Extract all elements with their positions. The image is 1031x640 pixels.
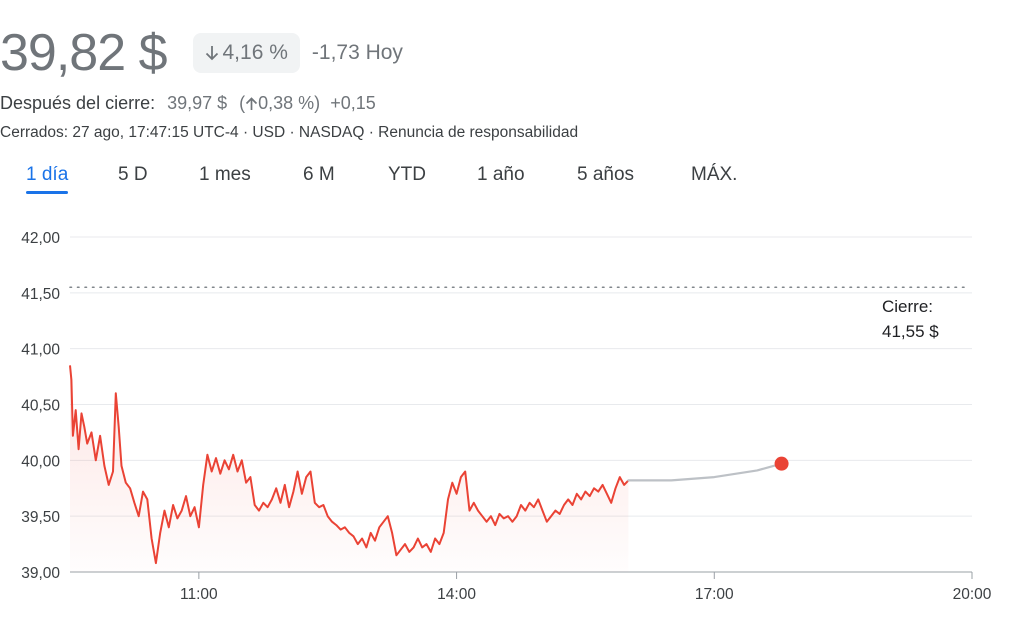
market-status: Cerrados: 27 ago, 17:47:15 UTC-4 · USD ·… (0, 124, 579, 141)
after-hours-row: Después del cierre: 39,97 $ ( 0,38 %) +0… (0, 93, 376, 114)
range-tabs: 1 día 5 D 1 mes 6 M YTD 1 año 5 años MÁX… (0, 164, 1031, 200)
quote-header: 39,82 $ 4,16 % -1,73 Hoy (0, 22, 403, 84)
series-line (69, 365, 630, 565)
tab-1-dia[interactable]: 1 día (26, 164, 69, 185)
tab-6-m[interactable]: 6 M (303, 164, 335, 185)
y-tick-label: 40,00 (21, 453, 60, 470)
after-hours-point (774, 456, 789, 471)
previous-close-value: 41,55 $ (882, 322, 939, 341)
after-hours-price: 39,97 $ (167, 93, 228, 113)
current-price: 39,82 $ (0, 24, 167, 82)
previous-close-title: Cierre: (882, 297, 934, 316)
y-tick-label: 42,00 (21, 230, 60, 247)
arrow-up-icon (246, 96, 258, 110)
y-tick-label: 39,00 (21, 565, 60, 582)
change-badge: 4,16 % (192, 33, 300, 73)
x-tick-label: 20:00 (953, 586, 992, 603)
tab-5-d[interactable]: 5 D (118, 164, 148, 185)
y-tick-label: 41,50 (21, 286, 60, 303)
x-tick-label: 11:00 (180, 586, 218, 603)
x-tick-label: 14:00 (437, 586, 476, 603)
after-hours-percent: 0,38 %) (258, 93, 321, 113)
previous-close-label: Cierre: 41,55 $ (882, 294, 939, 344)
change-percent: 4,16 % (222, 41, 288, 64)
y-tick-label: 39,50 (21, 509, 60, 526)
tab-5-anos[interactable]: 5 años (577, 164, 635, 185)
x-tick-label: 17:00 (695, 586, 734, 603)
after-hours-absolute: +0,15 (330, 93, 376, 113)
tab-ytd[interactable]: YTD (388, 164, 426, 185)
after-hours-label: Después del cierre: (0, 93, 156, 113)
arrow-down-icon (205, 46, 218, 61)
after-hours-change: ( 0,38 %) (239, 93, 320, 114)
y-tick-label: 41,00 (21, 342, 60, 359)
tab-1-ano[interactable]: 1 año (477, 164, 525, 185)
series-area (70, 365, 629, 572)
tab-1-mes[interactable]: 1 mes (199, 164, 251, 185)
after-hours-paren: ( (239, 93, 246, 113)
y-tick-label: 40,50 (21, 398, 60, 415)
change-absolute: -1,73 Hoy (311, 41, 403, 64)
tab-max[interactable]: MÁX. (691, 164, 738, 185)
after-hours-line (627, 462, 783, 482)
price-chart[interactable]: 42,00 41,50 41,00 40,50 40,00 39,50 39,00 11:00… (0, 210, 1031, 620)
active-tab-indicator (26, 191, 68, 194)
